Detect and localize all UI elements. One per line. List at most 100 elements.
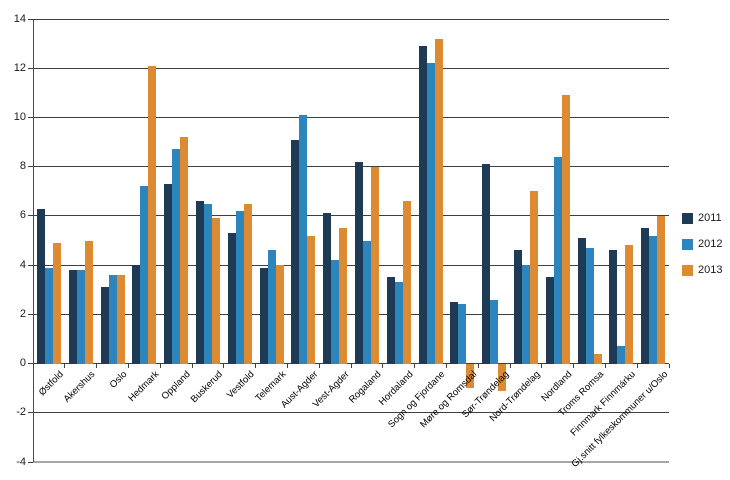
x-axis-tick <box>445 363 447 368</box>
x-axis-tick <box>382 363 384 368</box>
x-axis-tick <box>32 363 34 368</box>
y-axis-tick-label: 6 <box>19 209 26 222</box>
bar <box>259 267 268 364</box>
y-axis-line <box>32 19 34 462</box>
x-axis-tick <box>286 363 288 368</box>
bar <box>299 114 308 364</box>
bar <box>203 203 212 364</box>
legend-item-2013: 2013 <box>682 265 722 276</box>
x-axis-tick <box>414 363 416 368</box>
gridline <box>33 67 669 69</box>
bar <box>44 267 53 364</box>
legend-swatch-2013 <box>682 265 693 276</box>
bar <box>513 250 522 364</box>
y-axis-tick-label: 10 <box>13 110 26 123</box>
bar <box>116 274 125 364</box>
bar <box>84 240 93 364</box>
bar <box>466 363 475 389</box>
bar <box>649 235 658 364</box>
x-axis-tick <box>64 363 66 368</box>
bar <box>331 260 340 364</box>
bar <box>657 215 666 364</box>
bar <box>426 63 435 364</box>
bar <box>370 166 379 364</box>
y-axis-tick <box>28 264 33 266</box>
bar <box>307 235 316 364</box>
y-axis-tick <box>28 67 33 69</box>
y-axis-tick-label: 2 <box>19 307 26 320</box>
x-axis-tick <box>477 363 479 368</box>
y-axis-tick-label: 8 <box>19 160 26 173</box>
bar <box>164 183 173 364</box>
y-axis-tick <box>28 166 33 168</box>
bar <box>172 149 181 364</box>
x-axis-tick <box>255 363 257 368</box>
gridline <box>33 313 669 315</box>
bar <box>561 95 570 364</box>
y-axis-tick <box>28 215 33 217</box>
x-axis-tick <box>604 363 606 368</box>
gridline <box>33 412 669 414</box>
bar <box>458 304 467 364</box>
x-axis-tick <box>573 363 575 368</box>
legend: 2011 2012 2013 <box>682 213 722 291</box>
bar <box>243 203 252 364</box>
y-axis-tick-label: -4 <box>16 455 26 468</box>
y-axis-tick-label: -2 <box>16 406 26 419</box>
bar <box>434 38 443 364</box>
y-axis-tick <box>28 313 33 315</box>
y-axis-tick-label: 14 <box>13 12 26 25</box>
legend-label-2012: 2012 <box>698 238 723 250</box>
bar <box>354 161 363 364</box>
y-axis-tick <box>28 461 33 463</box>
bar <box>617 346 626 364</box>
bar <box>498 363 507 391</box>
y-axis-tick-label: 0 <box>19 357 26 370</box>
bar <box>585 247 594 364</box>
bar <box>148 65 157 364</box>
gridline <box>33 166 669 168</box>
legend-label-2013: 2013 <box>698 264 723 276</box>
bar <box>68 270 77 364</box>
bar <box>362 240 371 364</box>
x-axis-tick <box>668 363 670 368</box>
x-axis-tick <box>350 363 352 368</box>
x-axis-tick <box>509 363 511 368</box>
bar <box>235 210 244 364</box>
x-axis-tick <box>318 363 320 368</box>
y-axis-tick-label: 12 <box>13 61 26 74</box>
bar <box>394 282 403 364</box>
bar <box>76 270 85 364</box>
bar <box>529 191 538 364</box>
bar <box>577 238 586 364</box>
bar <box>609 250 618 364</box>
bar <box>545 277 554 364</box>
bar <box>291 139 300 364</box>
gridline <box>33 461 669 463</box>
bar <box>593 353 602 364</box>
bar <box>108 274 117 364</box>
bar <box>482 164 491 364</box>
bar <box>52 242 61 364</box>
x-axis-tick <box>191 363 193 368</box>
legend-label-2011: 2011 <box>698 212 722 224</box>
gridline <box>33 264 669 266</box>
bar <box>132 265 141 364</box>
bar <box>100 287 109 364</box>
bar <box>180 137 189 364</box>
bar <box>227 233 236 364</box>
legend-item-2011: 2011 <box>682 213 722 224</box>
x-axis-tick <box>636 363 638 368</box>
legend-swatch-2012 <box>682 239 693 250</box>
bar <box>275 265 284 364</box>
x-axis-tick <box>541 363 543 368</box>
bar <box>211 218 220 364</box>
bar <box>625 245 634 364</box>
y-axis-tick <box>28 412 33 414</box>
bar <box>386 277 395 364</box>
bar <box>641 228 650 364</box>
gridline <box>33 18 669 20</box>
bar <box>402 201 411 364</box>
x-axis-tick <box>127 363 129 368</box>
y-axis-tick <box>28 18 33 20</box>
